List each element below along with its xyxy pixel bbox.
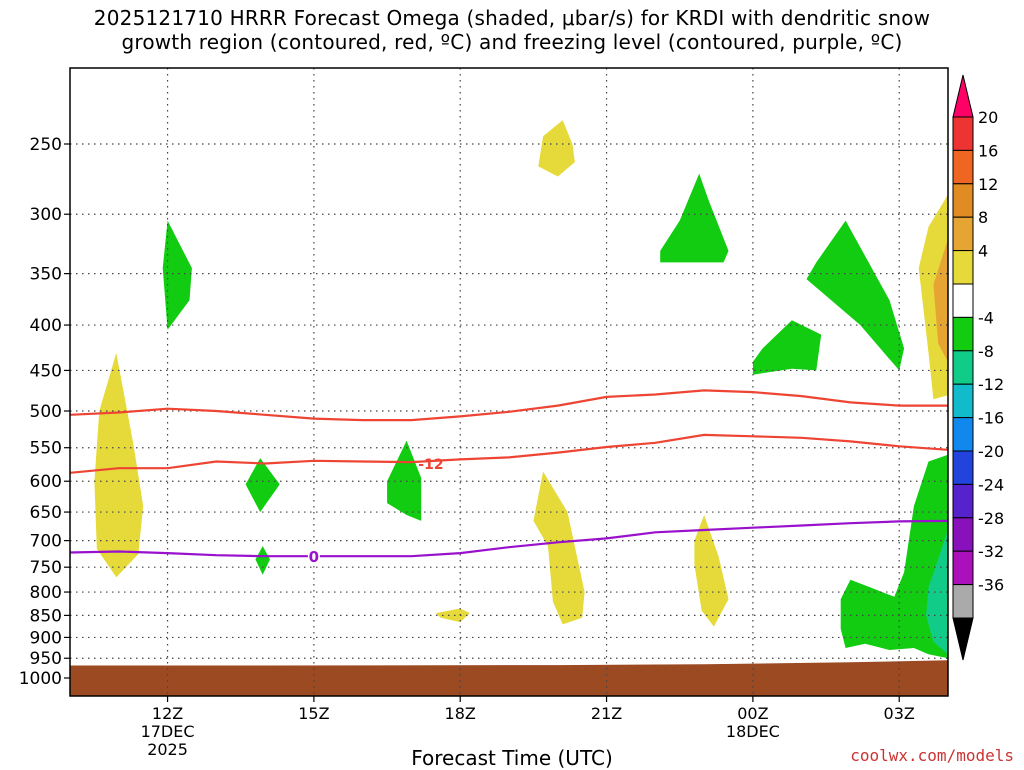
y-tick-label-300: 300 bbox=[30, 205, 62, 225]
x-tick-date-12Z: 17DEC bbox=[141, 722, 195, 741]
terrain-ground bbox=[70, 660, 948, 696]
colorbar-segment-14 bbox=[952, 550, 974, 586]
omega-region-13 bbox=[694, 515, 729, 627]
y-tick-label-1000: 1000 bbox=[19, 669, 62, 689]
colorbar-label-9: -20 bbox=[978, 442, 1004, 461]
x-tick-date-00Z: 18DEC bbox=[726, 722, 780, 741]
colorbar-segment-5 bbox=[952, 250, 974, 285]
x-tick-label-00Z: 00Z bbox=[737, 704, 768, 723]
x-axis-title: Forecast Time (UTC) bbox=[411, 746, 613, 770]
y-axis: 2503003504004505005506006507007508008509… bbox=[19, 135, 70, 689]
colorbar-label-2: 12 bbox=[978, 175, 998, 194]
omega-region-12 bbox=[435, 608, 470, 623]
colorbar-segment-13 bbox=[952, 517, 974, 552]
colorbar-bottom-arrow bbox=[952, 617, 974, 661]
contour-lines: -12 0 bbox=[70, 389, 948, 566]
colorbar-segment-6 bbox=[952, 283, 974, 318]
colorbar-label-13: -36 bbox=[978, 576, 1004, 595]
grid-lines bbox=[70, 68, 948, 696]
omega-region-1 bbox=[162, 220, 192, 330]
omega-region-9 bbox=[255, 546, 270, 575]
x-tick-label-21Z: 21Z bbox=[591, 704, 622, 723]
y-tick-label-950: 950 bbox=[30, 649, 62, 669]
colorbar-segment-10 bbox=[952, 417, 974, 452]
x-tick-year-12Z: 2025 bbox=[147, 740, 188, 759]
omega-region-7 bbox=[933, 239, 948, 362]
colorbar-label-12: -32 bbox=[978, 542, 1004, 561]
chart-title: 2025121710 HRRR Forecast Omega (shaded, … bbox=[0, 6, 1024, 54]
colorbar-segment-12 bbox=[952, 483, 974, 519]
colorbar-segment-1 bbox=[952, 116, 974, 151]
y-tick-label-800: 800 bbox=[30, 583, 62, 603]
chart-title-line-1: 2025121710 HRRR Forecast Omega (shaded, … bbox=[93, 6, 931, 30]
omega-region-0 bbox=[94, 352, 144, 578]
omega-region-14 bbox=[840, 454, 948, 659]
colorbar-label-4: 4 bbox=[978, 242, 988, 261]
y-tick-label-250: 250 bbox=[30, 135, 62, 155]
y-tick-label-350: 350 bbox=[30, 265, 62, 285]
x-tick-label-03Z: 03Z bbox=[884, 704, 915, 723]
dendritic-contour-1 bbox=[70, 433, 948, 474]
omega-region-3 bbox=[660, 173, 729, 263]
omega-region-10 bbox=[387, 440, 422, 521]
colorbar-label-11: -28 bbox=[978, 509, 1004, 528]
x-tick-label-18Z: 18Z bbox=[445, 704, 476, 723]
dendritic-contour-0 bbox=[70, 389, 948, 422]
plot-frame bbox=[69, 67, 949, 697]
colorbar-segment-15 bbox=[952, 584, 974, 619]
y-tick-label-400: 400 bbox=[30, 316, 62, 336]
omega-shading bbox=[94, 120, 948, 659]
y-tick-label-600: 600 bbox=[30, 472, 62, 492]
credit-link[interactable]: coolwx.com/models bbox=[850, 746, 1014, 765]
x-tick-label-15Z: 15Z bbox=[298, 704, 329, 723]
omega-region-4 bbox=[806, 220, 905, 371]
colorbar-label-3: 8 bbox=[978, 208, 988, 227]
colorbar-label-8: -16 bbox=[978, 409, 1004, 428]
freezing-level-line bbox=[70, 519, 948, 558]
dendritic-contour-label: -12 bbox=[418, 457, 443, 473]
y-tick-label-550: 550 bbox=[30, 439, 62, 459]
colorbar-segment-4 bbox=[952, 216, 974, 252]
y-tick-label-900: 900 bbox=[30, 628, 62, 648]
y-tick-label-750: 750 bbox=[30, 558, 62, 578]
chart-title-line-2: growth region (contoured, red, ºC) and f… bbox=[121, 30, 903, 54]
omega-region-8 bbox=[245, 458, 280, 513]
omega-region-11 bbox=[533, 471, 585, 625]
freezing-level-label: 0 bbox=[309, 548, 319, 566]
omega-region-15 bbox=[926, 529, 948, 655]
y-tick-label-700: 700 bbox=[30, 532, 62, 552]
y-tick-label-500: 500 bbox=[30, 402, 62, 422]
colorbar-label-1: 16 bbox=[978, 141, 998, 160]
omega-region-5 bbox=[752, 320, 822, 375]
colorbar-label-10: -24 bbox=[978, 475, 1004, 494]
colorbar: 20 16 12 8 4 -4 -8 -12 -16 -20 -24 -28 -32 -36 bbox=[952, 74, 1004, 661]
colorbar-label-0: 20 bbox=[978, 108, 998, 127]
colorbar-segment-11 bbox=[952, 450, 974, 485]
y-tick-label-650: 650 bbox=[30, 503, 62, 523]
ground-fill bbox=[70, 660, 948, 696]
colorbar-segment-8 bbox=[952, 350, 974, 385]
colorbar-segment-9 bbox=[952, 383, 974, 419]
omega-region-2 bbox=[538, 120, 575, 177]
colorbar-segment-7 bbox=[952, 316, 974, 352]
y-tick-label-450: 450 bbox=[30, 361, 62, 381]
y-tick-label-850: 850 bbox=[30, 606, 62, 626]
freezing-level-label-bg bbox=[307, 547, 320, 565]
x-tick-label-12Z: 12Z bbox=[152, 704, 183, 723]
colorbar-top-arrow bbox=[952, 74, 974, 118]
colorbar-label-7: -12 bbox=[978, 375, 1004, 394]
colorbar-segment-2 bbox=[952, 149, 974, 185]
colorbar-segment-3 bbox=[952, 183, 974, 218]
colorbar-label-5: -4 bbox=[978, 308, 994, 327]
colorbar-label-6: -8 bbox=[978, 342, 994, 361]
